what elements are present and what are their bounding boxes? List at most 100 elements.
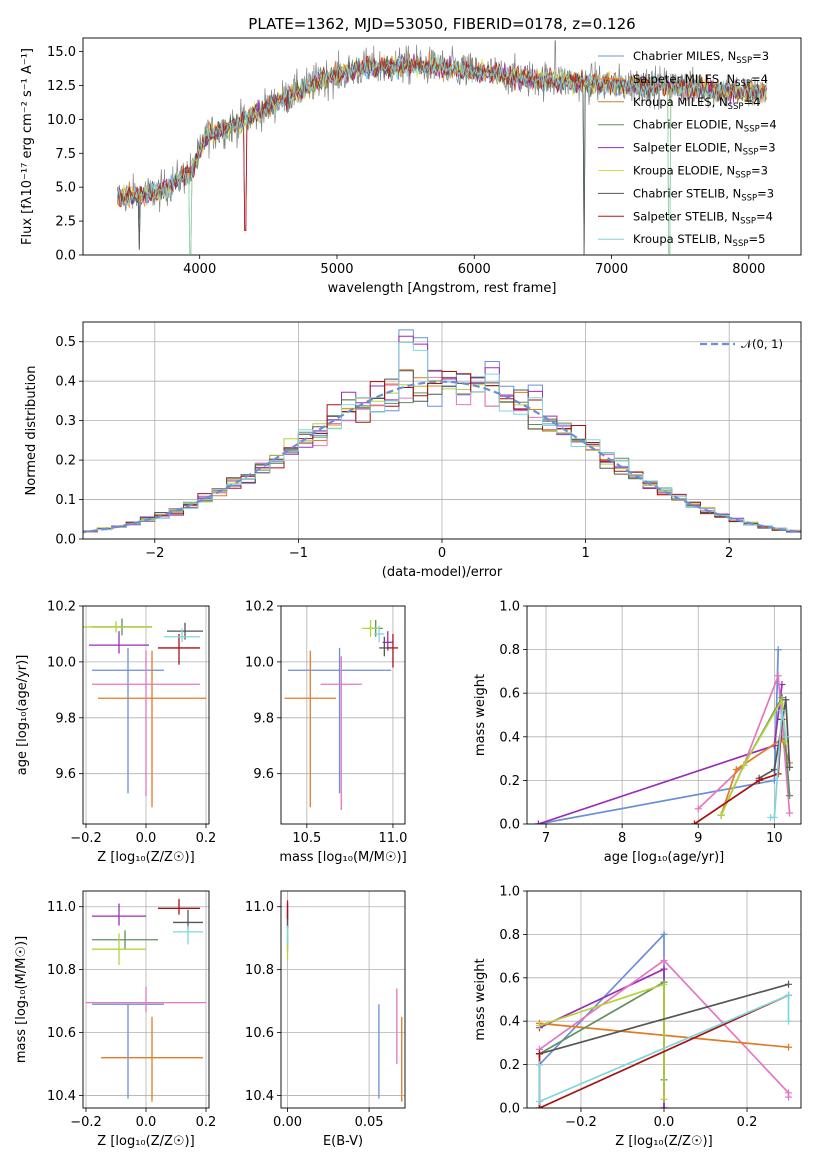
spectrum-observed-line: [116, 40, 767, 220]
x-tick-label: 8: [618, 831, 626, 846]
y-tick-label: 10.0: [47, 655, 76, 670]
y-tick-label: 0.0: [499, 1102, 520, 1117]
y-axis-label: mass [log₁₀(M/M☉)]: [14, 936, 29, 1063]
x-tick-label: 10.5: [292, 831, 321, 846]
axes-mass_vs_Z: −0.2 0.0 0.2 10.4 10.6 10.8 11.0 Z [log₁₀(Z/Z☉)…: [14, 890, 217, 1149]
weight-line-cyan: [538, 993, 790, 1103]
y-tick-label: 10.0: [47, 113, 76, 128]
y-tick-label: 2.5: [55, 215, 76, 230]
plot-area-spectrum: [116, 40, 767, 255]
weight-marker-darkred: [690, 820, 698, 824]
legend-label: Kroupa STELIB, NSSP=5: [633, 232, 765, 249]
weight-line-yellowgreen: [539, 983, 665, 1100]
grid-weight_vs_age: [527, 605, 801, 825]
legend: Chabrier MILES, NSSP=3 Salpeter MILES, NS…: [598, 49, 777, 249]
axes-mass_vs_EBV: 0.00 0.05 10.4 10.6 10.8 11.0 E(B-V): [245, 890, 406, 1149]
weight-marker-orange: [732, 766, 740, 773]
weight-marker-cyan: [782, 733, 790, 741]
axes-frame: [82, 37, 802, 256]
y-tick-label: 0.4: [499, 730, 520, 745]
y-tick-label: 10.6: [245, 1026, 274, 1041]
y-tick-label: 0.2: [499, 774, 520, 789]
legend-value: =4: [751, 72, 768, 86]
y-tick-label: 9.6: [253, 767, 274, 782]
legend-subscript: SSP: [741, 193, 757, 203]
weight-line-cyan: [770, 710, 787, 819]
weight-marker-orange: [785, 1043, 793, 1051]
legend-subscript: SSP: [744, 125, 760, 135]
y-tick-label: 0.1: [55, 493, 76, 508]
axes-age_vs_mass: 10.5 11.0 9.6 9.8 10.0 10.2 mass [log₁₀(M/M☉)]: [245, 600, 407, 866]
x-tick-label: 5000: [320, 262, 353, 277]
legend-subscript: SSP: [728, 102, 744, 112]
axes-residuals: −2 −1 0 1 2 0.0 0.1 0.2 0.3 0.4 0.5 (data-model)/er…: [24, 321, 802, 580]
y-axis-label: mass weight: [473, 958, 488, 1040]
x-tick-label: 0.0: [136, 831, 157, 846]
y-tick-label: 0.3: [55, 414, 76, 429]
y-tick-label: 0.2: [499, 1058, 520, 1073]
x-axis-label: age [log₁₀(age/yr)]: [604, 850, 725, 865]
weight-marker-yellowgreen: [660, 980, 668, 988]
x-tick-label: −0.2: [70, 1115, 102, 1130]
weight-marker-yellowgreen: [535, 1022, 543, 1030]
normal-curve: [83, 380, 801, 534]
legend-subscript: SSP: [735, 79, 751, 89]
axes-frame: [280, 890, 406, 1109]
y-tick-label: 0.5: [55, 335, 76, 350]
y-tick-label: 10.4: [47, 1089, 76, 1104]
legend-value: =3: [757, 186, 774, 200]
axes-age_vs_Z: −0.2 0.0 0.2 9.6 9.8 10.0 10.2 Z [log₁₀(Z/Z☉)] a…: [15, 600, 216, 866]
axes-frame: [82, 321, 802, 540]
legend-value: =4: [756, 209, 773, 223]
y-tick-label: 0.4: [55, 375, 76, 390]
grid-mass_vs_EBV: [281, 891, 405, 1108]
x-tick-label: 2: [725, 546, 733, 561]
legend-subscript: SSP: [735, 171, 751, 181]
x-tick-label: 0: [438, 546, 446, 561]
plot-area-weight_vs_Z: [535, 930, 793, 1108]
weight-marker-pink: [660, 956, 668, 964]
axes-frame: [526, 890, 802, 1109]
legend-label: Salpeter STELIB, NSSP=4: [633, 209, 773, 226]
x-tick-label: −1: [289, 546, 308, 561]
weight-marker-darkgray: [785, 980, 793, 988]
y-tick-label: 7.5: [55, 147, 76, 162]
axes-frame: [526, 605, 802, 825]
y-tick-label: 10.4: [245, 1089, 274, 1104]
weight-line-green: [539, 980, 665, 1080]
weight-marker-yellowgreen: [717, 811, 725, 819]
weight-marker-cyan: [535, 1061, 543, 1069]
axes-frame: [82, 890, 210, 1109]
axes-frame: [82, 605, 210, 825]
x-tick-label: −2: [145, 546, 164, 561]
y-tick-label: 9.6: [55, 767, 76, 782]
axes-spectrum: 4000 5000 6000 7000 8000 0.0 2.5 5.0 7.5 10.0 12.5…: [20, 37, 802, 296]
x-axis-label: Z [log₁₀(Z/Z☉)]: [97, 850, 194, 865]
legend-value: =3: [751, 164, 768, 178]
y-tick-label: 12.5: [47, 79, 76, 94]
weight-marker-cyan: [785, 1017, 793, 1025]
x-tick-label: −0.2: [70, 831, 102, 846]
y-tick-label: 10.2: [47, 600, 76, 615]
y-tick-label: 10.0: [245, 655, 274, 670]
weight-marker-yellowgreen: [660, 1095, 668, 1103]
weight-marker-purple: [660, 1104, 668, 1108]
x-axis-label: E(B-V): [323, 1134, 363, 1149]
y-tick-label: 1.0: [499, 885, 520, 900]
y-tick-label: 0.8: [499, 643, 520, 658]
weight-marker-pink: [694, 805, 702, 813]
x-tick-label: 11.0: [378, 831, 407, 846]
x-tick-label: 0.2: [196, 1115, 217, 1130]
y-tick-label: 1.0: [499, 600, 520, 615]
weight-marker-blue: [660, 930, 668, 938]
x-tick-label: 9: [694, 831, 702, 846]
legend-value: =4: [743, 95, 760, 109]
y-tick-label: 15.0: [47, 45, 76, 60]
x-axis-label: wavelength [Angstrom, rest frame]: [328, 281, 557, 296]
x-tick-label: 7: [542, 831, 550, 846]
weight-marker-cyan: [778, 707, 786, 715]
y-tick-label: 11.0: [245, 900, 274, 915]
y-tick-label: 0.0: [55, 533, 76, 548]
y-tick-label: 0.0: [499, 818, 520, 833]
